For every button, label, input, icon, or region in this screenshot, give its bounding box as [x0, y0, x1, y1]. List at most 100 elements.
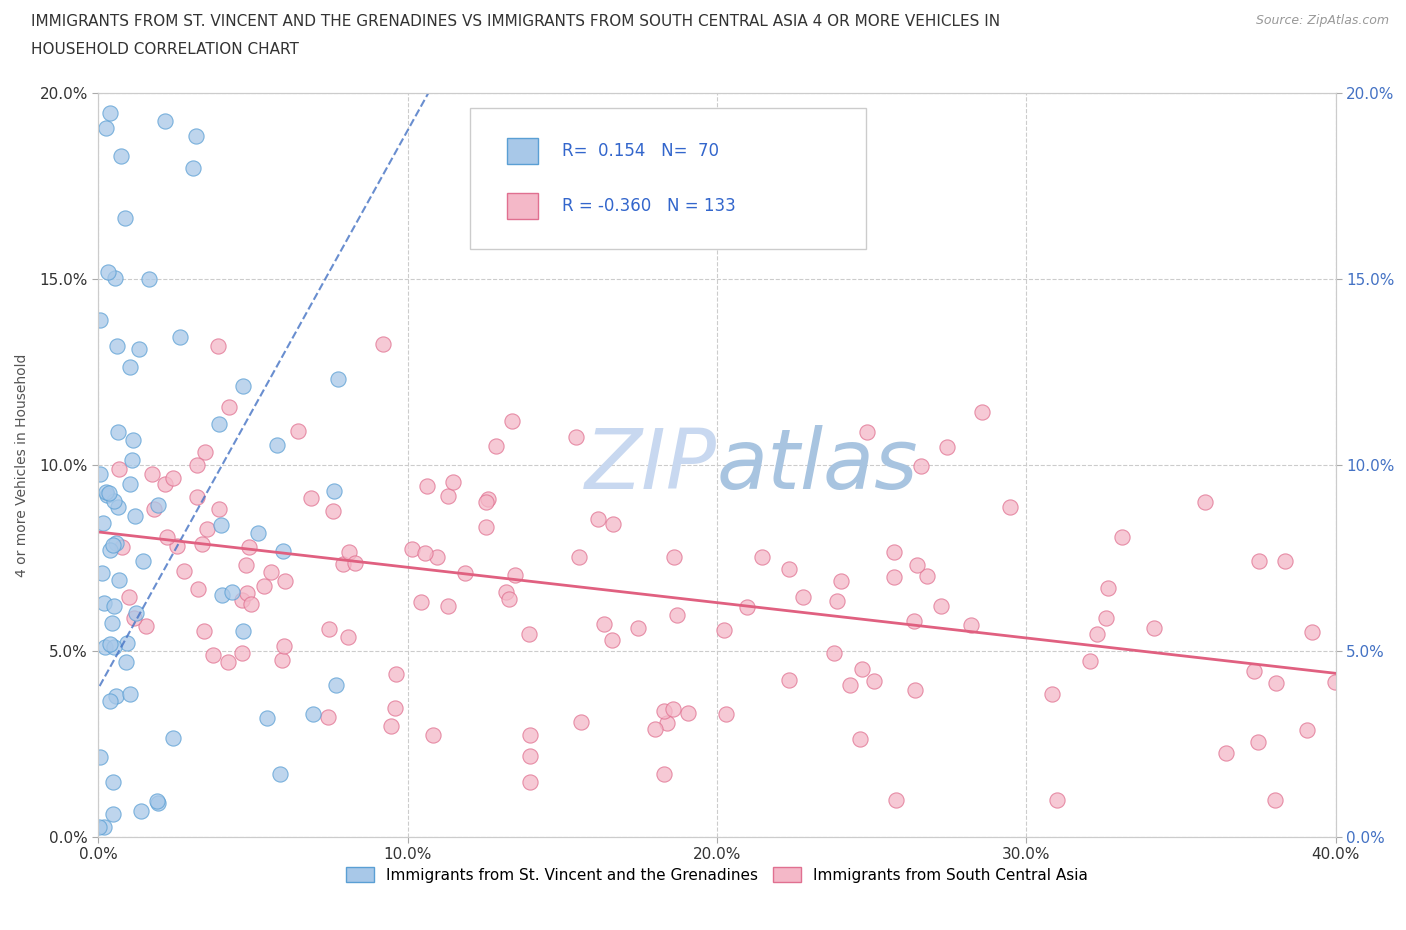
- Point: [337, 630, 360, 644]
- Point: [664, 550, 686, 565]
- Point: [1095, 611, 1118, 626]
- Point: [231, 646, 253, 661]
- Point: [323, 483, 346, 498]
- Point: [132, 553, 155, 568]
- Point: [186, 489, 208, 504]
- Point: [851, 661, 873, 676]
- Point: [138, 272, 160, 286]
- Point: [240, 597, 263, 612]
- Point: [108, 572, 131, 587]
- Point: [441, 474, 464, 489]
- Point: [485, 438, 508, 453]
- Point: [373, 337, 395, 352]
- Point: [96, 485, 118, 499]
- Point: [98, 694, 121, 709]
- Point: [187, 582, 209, 597]
- Point: [141, 467, 163, 482]
- Point: [1264, 792, 1286, 807]
- Point: [568, 549, 591, 564]
- Point: [436, 488, 458, 503]
- Point: [713, 623, 735, 638]
- Point: [231, 592, 253, 607]
- Point: [517, 626, 540, 641]
- Point: [274, 573, 297, 588]
- Point: [103, 775, 125, 790]
- Point: [823, 646, 845, 661]
- Point: [207, 501, 229, 516]
- Point: [118, 686, 141, 701]
- Point: [96, 120, 118, 135]
- Point: [519, 727, 541, 742]
- Point: [602, 516, 624, 531]
- Point: [328, 372, 350, 387]
- Point: [193, 624, 215, 639]
- Point: [495, 584, 517, 599]
- Point: [111, 539, 134, 554]
- Point: [1097, 581, 1119, 596]
- Point: [94, 639, 117, 654]
- Point: [208, 417, 231, 432]
- Point: [1046, 792, 1069, 807]
- Point: [905, 558, 928, 573]
- Point: [1143, 620, 1166, 635]
- Point: [477, 492, 499, 507]
- Point: [903, 614, 925, 629]
- Point: [236, 585, 259, 600]
- Point: [1265, 676, 1288, 691]
- Point: [114, 210, 136, 225]
- Point: [162, 731, 184, 746]
- Point: [863, 674, 886, 689]
- Point: [593, 617, 616, 631]
- Point: [475, 494, 498, 509]
- Point: [217, 655, 239, 670]
- Point: [93, 819, 115, 834]
- Point: [569, 714, 592, 729]
- Point: [409, 594, 432, 609]
- Point: [207, 339, 229, 353]
- Point: [253, 578, 276, 593]
- Point: [627, 620, 650, 635]
- Point: [246, 525, 269, 540]
- Point: [118, 589, 141, 604]
- Point: [105, 339, 128, 353]
- Point: [652, 703, 675, 718]
- Point: [827, 593, 849, 608]
- Point: [644, 722, 666, 737]
- Point: [830, 574, 852, 589]
- Point: [89, 466, 111, 481]
- Point: [103, 493, 125, 508]
- Point: [269, 767, 291, 782]
- Point: [124, 610, 146, 625]
- Point: [322, 504, 344, 519]
- Point: [97, 265, 120, 280]
- Point: [89, 749, 111, 764]
- Point: [209, 517, 232, 532]
- Point: [1085, 627, 1108, 642]
- Point: [104, 688, 127, 703]
- Point: [454, 565, 477, 580]
- Point: [128, 341, 150, 356]
- Point: [194, 445, 217, 459]
- Point: [385, 666, 408, 681]
- Point: [380, 718, 402, 733]
- Point: [266, 438, 288, 453]
- Point: [564, 430, 586, 445]
- Point: [1296, 723, 1319, 737]
- Point: [162, 471, 184, 485]
- Point: [856, 425, 879, 440]
- Point: [884, 792, 907, 807]
- Point: [146, 793, 169, 808]
- Point: [586, 512, 609, 526]
- Point: [849, 732, 872, 747]
- Point: [98, 485, 121, 500]
- Point: [883, 569, 905, 584]
- Point: [501, 414, 523, 429]
- Point: [498, 591, 520, 606]
- Point: [186, 458, 208, 472]
- Point: [1042, 686, 1064, 701]
- Point: [273, 638, 295, 653]
- Point: [120, 476, 142, 491]
- Text: HOUSEHOLD CORRELATION CHART: HOUSEHOLD CORRELATION CHART: [31, 42, 299, 57]
- Point: [104, 536, 127, 551]
- Legend: Immigrants from St. Vincent and the Grenadines, Immigrants from South Central As: Immigrants from St. Vincent and the Gren…: [340, 860, 1094, 889]
